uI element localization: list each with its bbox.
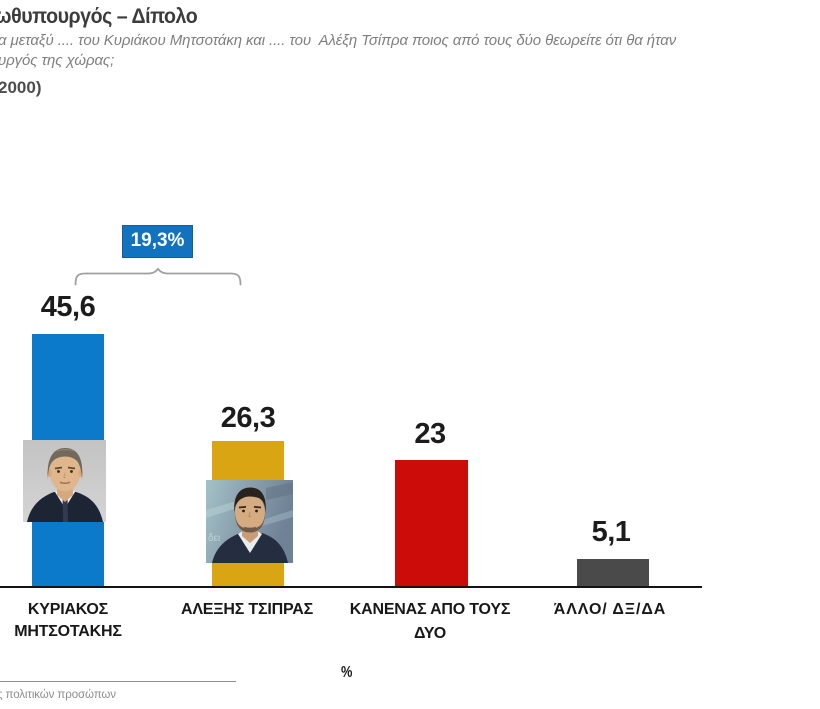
svg-text:δει: δει [208,533,220,544]
